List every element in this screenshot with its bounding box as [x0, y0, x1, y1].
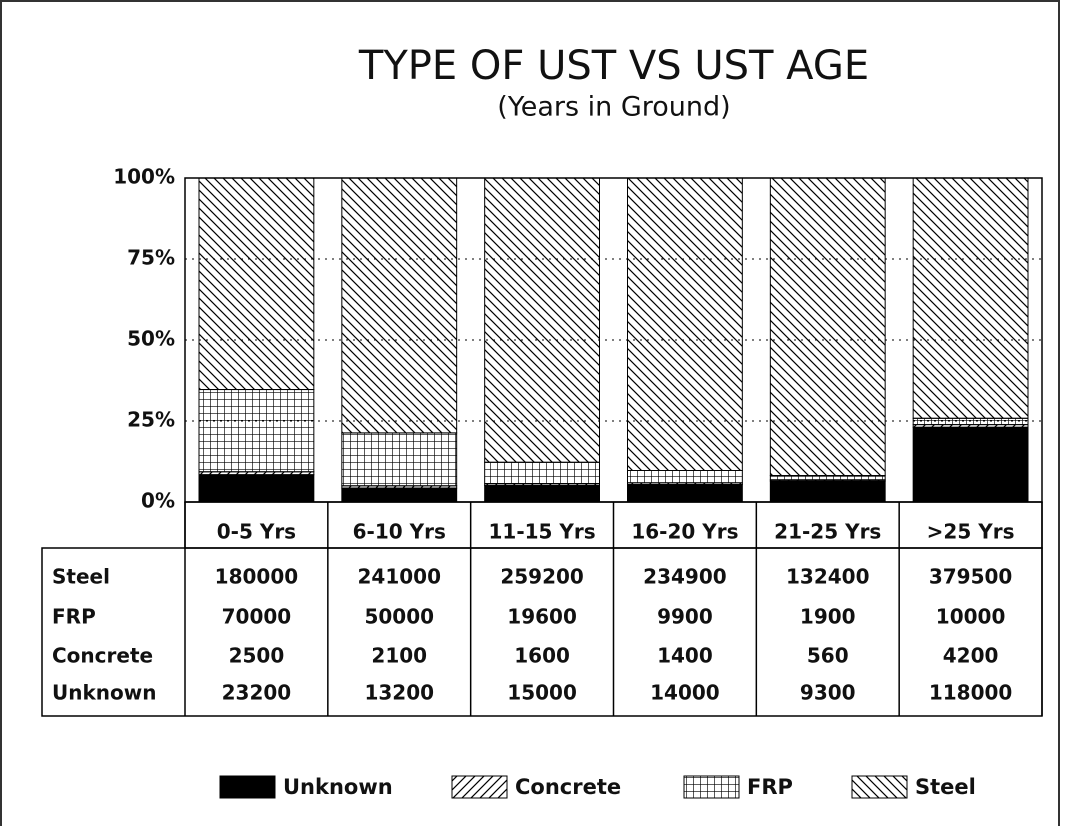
table-cell: 560	[807, 644, 849, 668]
bar-segment	[769, 480, 886, 503]
x-tick-label: >25 Yrs	[927, 520, 1015, 544]
y-tick-label: 50%	[127, 327, 175, 351]
bar-segment	[912, 426, 1029, 503]
bar-segment	[912, 177, 1029, 419]
x-tick-label: 21-25 Yrs	[774, 520, 881, 544]
table-row-label: FRP	[52, 605, 96, 629]
bar-segment	[198, 389, 315, 473]
y-tick-label: 75%	[127, 246, 175, 270]
table-cell: 1400	[657, 644, 713, 668]
bar-segment	[627, 469, 743, 484]
bar-segment	[484, 485, 600, 503]
table-cell: 9900	[657, 605, 713, 629]
table-cell: 2100	[371, 644, 427, 668]
table-cell: 259200	[500, 565, 584, 589]
x-tick-label: 11-15 Yrs	[488, 520, 595, 544]
legend-label: Concrete	[515, 775, 621, 799]
table-cell: 23200	[222, 681, 292, 705]
table-row-label: Unknown	[52, 681, 156, 705]
table-cell: 9300	[800, 681, 856, 705]
legend-label: FRP	[747, 775, 793, 799]
table-cell: 118000	[929, 681, 1013, 705]
chart-subtitle: (Years in Ground)	[497, 92, 730, 123]
legend-label: Unknown	[283, 775, 393, 799]
bar-segment	[484, 177, 600, 463]
bar-segment	[198, 177, 315, 391]
table-cell: 1900	[800, 605, 856, 629]
legend-swatch	[683, 775, 740, 799]
table-cell: 241000	[358, 565, 442, 589]
table-cell: 4200	[943, 644, 999, 668]
table-cell: 13200	[364, 681, 434, 705]
x-tick-label: 0-5 Yrs	[217, 520, 296, 544]
bar-segment	[198, 474, 315, 503]
bar-segment	[627, 177, 743, 471]
bar-segment	[341, 487, 458, 503]
bar-segment	[341, 432, 458, 487]
chart-title: TYPE OF UST VS UST AGE	[358, 43, 869, 89]
bar-segment	[484, 461, 600, 485]
bar-segment	[912, 417, 1029, 426]
y-tick-label: 100%	[113, 165, 175, 189]
bar-segment	[627, 484, 743, 503]
table-cell: 180000	[215, 565, 299, 589]
y-tick-label: 0%	[141, 489, 175, 513]
x-tick-label: 16-20 Yrs	[631, 520, 738, 544]
legend-swatch	[219, 775, 276, 799]
bar-segment	[341, 177, 458, 434]
table-cell: 234900	[643, 565, 727, 589]
table-cell: 15000	[507, 681, 577, 705]
table-cell: 2500	[229, 644, 285, 668]
table-row-label: Concrete	[52, 644, 153, 668]
table-cell: 70000	[222, 605, 292, 629]
table-cell: 19600	[507, 605, 577, 629]
table-cell: 132400	[786, 565, 870, 589]
legend-swatch	[451, 775, 508, 799]
table-cell: 10000	[936, 605, 1006, 629]
legend-swatch	[851, 775, 908, 799]
table-cell: 14000	[650, 681, 720, 705]
x-tick-label: 6-10 Yrs	[353, 520, 446, 544]
table-cell: 50000	[364, 605, 434, 629]
legend-label: Steel	[915, 775, 976, 799]
table-cell: 379500	[929, 565, 1013, 589]
bar-segment	[769, 177, 886, 477]
bar-segment	[769, 475, 886, 481]
table-cell: 1600	[514, 644, 570, 668]
table-row-label: Steel	[52, 565, 110, 589]
y-tick-label: 25%	[127, 408, 175, 432]
